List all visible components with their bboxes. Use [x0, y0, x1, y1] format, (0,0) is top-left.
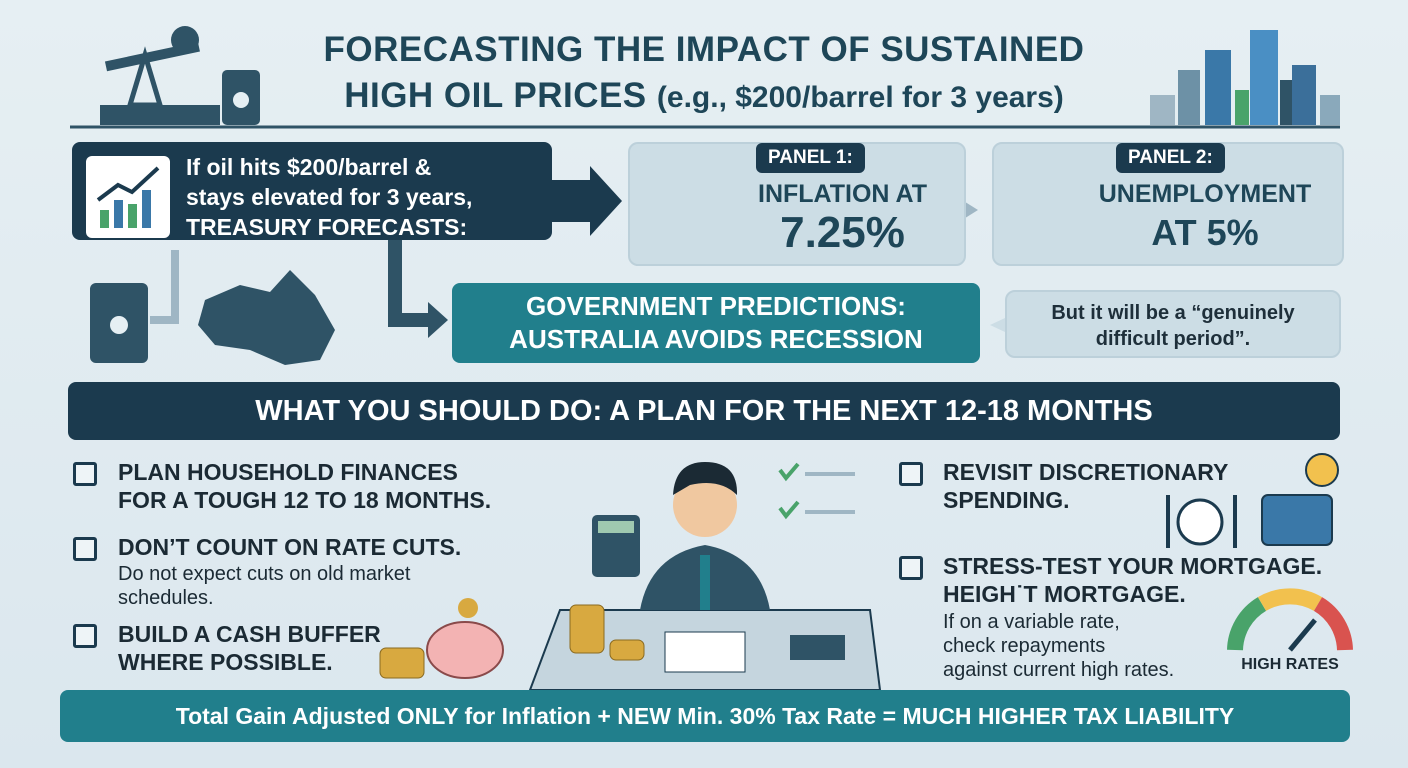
title-line-1: FORECASTING THE IMPACT OF SUSTAINED [323, 30, 1085, 69]
checkbox [73, 624, 97, 648]
quote-box: But it will be a “genuinely difficult pe… [1005, 290, 1341, 358]
title-main: HIGH OIL PRICES [344, 76, 647, 115]
item-line: FOR A TOUGH 12 TO 18 MONTHS. [118, 487, 492, 513]
detail-line: schedules. [118, 587, 214, 609]
item-line: BUILD A CASH BUFFER [118, 621, 381, 647]
intro-line: If oil hits $200/barrel & [186, 154, 432, 180]
panel-value: 7.25% [780, 208, 905, 257]
panel-label: PANEL 2: [1116, 143, 1225, 173]
footer-bar: Total Gain Adjusted ONLY for Inflation +… [60, 690, 1350, 742]
detail-line: Do not expect cuts on old market [118, 563, 411, 585]
item-line: WHERE POSSIBLE. [118, 649, 333, 675]
panel-text: UNEMPLOYMENT [1098, 180, 1312, 208]
panel-value: AT 5% [1151, 212, 1259, 253]
prediction-line: GOVERNMENT PREDICTIONS: [526, 291, 906, 321]
title-paren: (e.g., $200/barrel for 3 years) [656, 81, 1064, 114]
intro-line: TREASURY FORECASTS: [186, 214, 468, 240]
item-line: HEIGH˙T MORTGAGE. [943, 581, 1186, 607]
detail-line: against current high rates. [943, 659, 1175, 681]
plan-item: REVISIT DISCRETIONARY SPENDING. [943, 458, 1228, 514]
plan-item: STRESS-TEST YOUR MORTGAGE. HEIGH˙T MORTG… [943, 552, 1322, 608]
panel-label: PANEL 1: [756, 143, 865, 173]
section-heading: WHAT YOU SHOULD DO: A PLAN FOR THE NEXT … [68, 382, 1340, 440]
plan-item: PLAN HOUSEHOLD FINANCES FOR A TOUGH 12 T… [118, 458, 491, 514]
panel-text: INFLATION AT [758, 180, 927, 208]
checkbox [73, 462, 97, 486]
checkbox [899, 462, 923, 486]
detail-line: If on a variable rate, [943, 611, 1120, 633]
item-detail: If on a variable rate, check repayments … [943, 610, 1174, 682]
intro-line: stays elevated for 3 years, [186, 184, 473, 210]
detail-line: check repayments [943, 635, 1106, 657]
title-line-2: HIGH OIL PRICES (e.g., $200/barrel for 3… [0, 76, 1408, 116]
prediction-box: GOVERNMENT PREDICTIONS: AUSTRALIA AVOIDS… [452, 283, 980, 363]
quote-line: difficult period”. [1095, 328, 1251, 350]
prediction-line: AUSTRALIA AVOIDS RECESSION [509, 324, 923, 354]
item-detail: Do not expect cuts on old market schedul… [118, 562, 410, 610]
plan-item: DON’T COUNT ON RATE CUTS. [118, 533, 461, 561]
plan-item: BUILD A CASH BUFFER WHERE POSSIBLE. [118, 620, 381, 676]
item-line: DON’T COUNT ON RATE CUTS. [118, 534, 462, 560]
gauge-label: HIGH RATES [1241, 656, 1339, 673]
intro-text: If oil hits $200/barrel & stays elevated… [186, 152, 472, 242]
item-line: REVISIT DISCRETIONARY [943, 459, 1229, 485]
checkbox [73, 537, 97, 561]
quote-line: But it will be a “genuinely [1051, 302, 1295, 324]
checkbox [899, 556, 923, 580]
item-line: PLAN HOUSEHOLD FINANCES [118, 459, 458, 485]
item-line: SPENDING. [943, 487, 1070, 513]
item-line: STRESS-TEST YOUR MORTGAGE. [943, 553, 1323, 579]
